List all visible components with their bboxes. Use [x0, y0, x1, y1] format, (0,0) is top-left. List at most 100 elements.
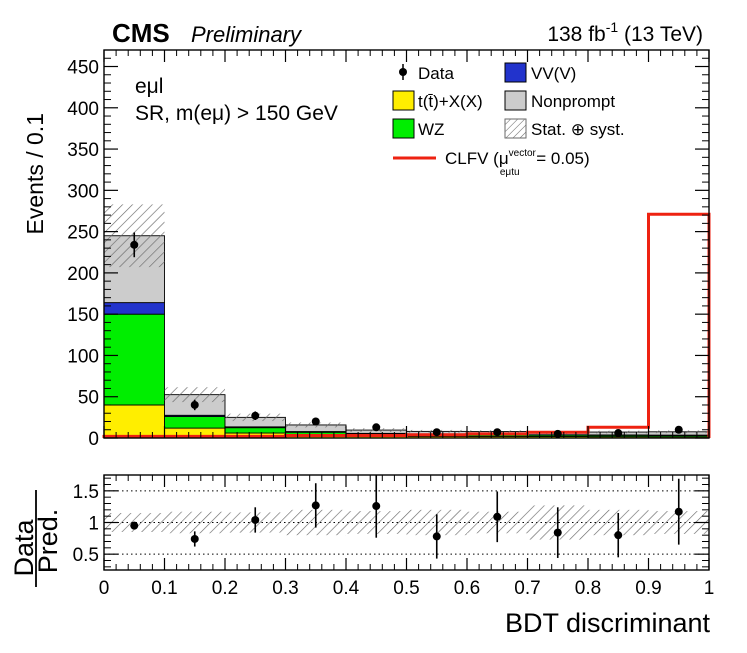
ratio-point-10: [674, 507, 683, 516]
data-point-8: [553, 429, 562, 438]
stack-bar-vvv-bin-1: [103, 302, 165, 315]
ratio-point-2: [190, 534, 199, 543]
x-tick-label: 0.8: [575, 578, 601, 599]
x-axis-ticks: 0 0.1 0.2 0.3 0.4 0.5 0.6 0.7 0.8 0.9 1: [99, 475, 715, 599]
legend-entry-uncertainty: Stat. ⊕ syst.: [504, 118, 625, 139]
x-tick-label: 0.4: [333, 578, 360, 599]
x-axis-ticks-top: [103, 50, 710, 438]
ratio-point-1: [130, 521, 139, 530]
y-axis-title: Events / 0.1: [22, 113, 48, 234]
ratio-point-7: [493, 512, 502, 521]
x-tick-label: 0.6: [454, 578, 480, 599]
y-tick-label: 400: [67, 99, 99, 120]
ratio-point-5: [372, 502, 381, 511]
data-group: [130, 232, 683, 438]
data-point-5: [372, 423, 381, 432]
x-tick-label: 0.2: [212, 578, 238, 599]
y-tick-label: 350: [67, 140, 99, 161]
energy-label: (13 TeV): [618, 23, 703, 46]
ratio-band-bin-2: [164, 511, 225, 534]
legend-nonprompt-label: Nonprompt: [531, 92, 615, 111]
y-tick-label: 250: [67, 223, 99, 244]
uncertainty-band-bin-2: [164, 387, 225, 403]
legend-vvv-swatch: [504, 62, 527, 83]
legend-signal-sub: eμtu: [500, 167, 520, 178]
data-point-2: [190, 400, 199, 409]
x-tick-label: 0.3: [272, 578, 298, 599]
ratio-points-group: [130, 475, 683, 559]
data-point-1: [130, 240, 139, 249]
main-plot-area: [104, 50, 709, 438]
legend-unc-stat: Stat.: [531, 120, 566, 139]
stack-bar-wz-bin-3: [224, 427, 286, 434]
x-tick-label: 1: [704, 578, 715, 599]
legend-wz-label: WZ: [418, 120, 444, 139]
y-tick-label: 150: [67, 305, 99, 326]
x-tick-label: 0.7: [514, 578, 540, 599]
ratio-panel: 0.5 1 1.5 0 0.1 0.2 0.3 0.4 0.5 0.6 0.7 0.8 0.9 1 Da…: [9, 474, 715, 638]
x-tick-label: 0.9: [635, 578, 661, 599]
stack-bar-wz-bin-1: [103, 313, 165, 406]
stack-bar-wz-bin-2: [164, 416, 226, 429]
y-tick-label: 0: [88, 429, 99, 450]
x-tick-label: 0.5: [393, 578, 419, 599]
legend-signal-suffix: = 0.05): [532, 149, 590, 168]
ratio-y-tick-label: 1: [88, 514, 99, 535]
data-point-6: [432, 428, 441, 437]
legend: Data VV(V) t(t̄)+X(X) Nonprompt WZ Stat.…: [392, 62, 625, 178]
status-label: Preliminary: [191, 22, 303, 47]
legend-unc-syst: syst.: [590, 120, 625, 139]
legend-ttx-swatch: [392, 90, 415, 111]
ratio-y-tick-label: 1.5: [73, 482, 99, 503]
data-point-9: [614, 429, 623, 438]
legend-uncertainty-swatch: [504, 118, 527, 139]
x-axis-title: BDT discriminant: [505, 608, 711, 638]
ratio-point-4: [311, 501, 320, 510]
ratio-point-8: [553, 528, 562, 537]
ratio-point-3: [251, 515, 260, 524]
y-tick-label: 100: [67, 346, 99, 367]
y-tick-label: 300: [67, 181, 99, 202]
ratio-point-6: [432, 532, 441, 541]
legend-entry-signal: CLFV (μvector eμtu = 0.05): [393, 148, 590, 178]
data-point-10: [674, 425, 683, 434]
legend-entry-ttx: t(t̄)+X(X): [392, 90, 483, 111]
data-point-3: [251, 411, 260, 420]
stack-bar-ttx-bin-1: [103, 404, 165, 439]
ratio-ylabel-denominator: Pred.: [33, 509, 63, 574]
lumi-value: 138 fb: [547, 23, 605, 46]
ratio-point-9: [614, 531, 623, 540]
x-tick-label: 0.1: [151, 578, 177, 599]
y-tick-label: 50: [78, 388, 99, 409]
legend-ttx-label: t(t̄)+X(X): [418, 92, 483, 111]
legend-signal-label: CLFV (μvector eμtu = 0.05): [445, 148, 590, 178]
legend-wz-swatch: [392, 118, 415, 139]
legend-data-label: Data: [418, 64, 454, 83]
legend-entry-nonprompt: Nonprompt: [504, 90, 615, 111]
data-point-4: [311, 417, 320, 426]
y-axis-ticks: 0 50 100 150 200 250 300 350 400 450: [67, 49, 709, 450]
legend-unc-oplus: ⊕: [571, 120, 585, 139]
ratio-ylabel-numerator: Data: [9, 519, 39, 577]
y-tick-label: 200: [67, 264, 99, 285]
selection-label: SR, m(eμ) > 150 GeV: [135, 102, 338, 125]
main-panel: 0 50 100 150 200 250 300 350 400 450 Events / 0.1: [22, 49, 711, 450]
legend-entry-vvv: VV(V): [504, 62, 576, 83]
experiment-label: CMS: [112, 18, 170, 48]
legend-signal-sup: vector: [509, 148, 537, 159]
channel-label: eμl: [135, 75, 163, 98]
lumi-exponent: -1: [606, 19, 619, 35]
legend-vvv-label: VV(V): [531, 64, 576, 83]
lumi-label: 138 fb-1 (13 TeV): [547, 19, 703, 46]
legend-signal-prefix: CLFV (μ: [445, 149, 509, 168]
ratio-y-axis-ticks: 0.5 1 1.5: [73, 477, 709, 568]
legend-entry-data: Data: [399, 64, 454, 83]
ratio-y-tick-label: 0.5: [73, 545, 99, 566]
data-point-7: [493, 428, 502, 437]
legend-entry-wz: WZ: [392, 118, 444, 139]
legend-nonprompt-swatch: [504, 90, 527, 111]
y-tick-label: 450: [67, 58, 99, 79]
x-tick-label: 0: [99, 578, 110, 599]
legend-uncertainty-label: Stat. ⊕ syst.: [531, 120, 625, 139]
